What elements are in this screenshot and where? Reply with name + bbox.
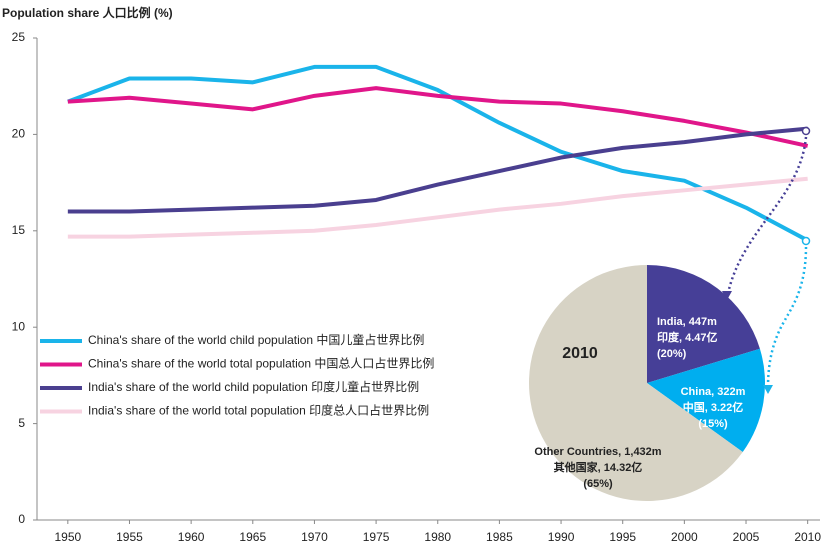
x-tick-label: 1955 — [116, 530, 143, 544]
slice-label: China, 322m — [681, 386, 746, 398]
y-tick-label: 25 — [12, 30, 26, 44]
slice-label: 印度, 4.47亿 — [657, 330, 718, 344]
y-tick-label: 15 — [12, 223, 26, 237]
legend-label: China's share of the world child populat… — [88, 332, 424, 347]
x-tick-label: 1965 — [239, 530, 266, 544]
x-tick-label: 1960 — [178, 530, 205, 544]
y-tick-label: 10 — [12, 319, 26, 333]
x-tick-label: 1990 — [548, 530, 575, 544]
pie-chart: India, 447m 印度, 4.47亿 (20%) China, 322m 中国, … — [529, 265, 766, 501]
arrow-head — [763, 385, 773, 394]
series-line — [67, 126, 808, 214]
pie-title: 2010 — [562, 345, 598, 362]
plot: 0 5 10 15 20 25 1950 1955 1960 1965 1970 1975 1980 19… — [12, 30, 822, 544]
y-tick-label: 5 — [18, 416, 25, 430]
series-line — [67, 86, 809, 148]
slice-label: 其他国家, 14.32亿 — [554, 460, 643, 474]
pie-slice — [647, 265, 760, 383]
x-tick-label: 2005 — [733, 530, 760, 544]
end-marker — [801, 126, 811, 136]
x-tick-label: 1975 — [363, 530, 390, 544]
connector — [725, 136, 808, 299]
x-tick-label: 2000 — [671, 530, 698, 544]
y-tick-label: 20 — [12, 127, 26, 141]
x-tick-label: 1980 — [424, 530, 451, 544]
slice-label: Other Countries, 1,432m — [534, 446, 661, 458]
series-line — [67, 64, 809, 243]
end-marker — [801, 236, 811, 246]
y-tick-label: 0 — [18, 512, 25, 526]
slice-label: 中国, 3.22亿 — [683, 400, 744, 414]
chart-title: Population share 人口比例 (%) — [2, 5, 173, 20]
pie-slice — [647, 348, 766, 452]
connector — [766, 246, 808, 389]
legend-label: China's share of the world total populat… — [88, 356, 434, 371]
series-line — [67, 176, 808, 239]
slice-label: (65%) — [583, 478, 613, 490]
slice-label: (20%) — [657, 348, 687, 360]
x-tick-label: 1995 — [609, 530, 636, 544]
x-tick-label: 1985 — [486, 530, 513, 544]
x-tick-label: 1950 — [54, 530, 81, 544]
arrow-head — [722, 291, 732, 300]
pie-slice — [529, 265, 743, 501]
slice-label: India, 447m — [657, 316, 717, 328]
slice-label: (15%) — [698, 418, 728, 430]
legend-label: India's share of the world total populat… — [88, 403, 429, 418]
x-tick-label: 1970 — [301, 530, 328, 544]
x-tick-label: 2010 — [794, 530, 821, 544]
legend-label: India's share of the world child populat… — [88, 379, 419, 394]
